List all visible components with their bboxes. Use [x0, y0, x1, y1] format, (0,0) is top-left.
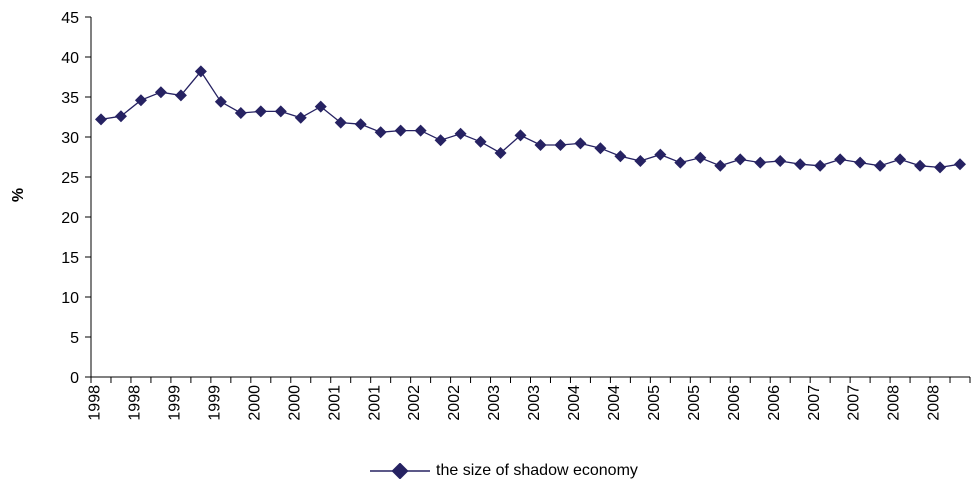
y-tick-label: 45 — [61, 10, 79, 27]
series-line — [100, 70, 961, 169]
x-tick-label: 2001 — [326, 385, 343, 421]
data-point — [94, 113, 107, 126]
data-point — [154, 86, 167, 99]
data-point — [554, 139, 567, 151]
data-point — [134, 94, 147, 107]
y-tick-label: 25 — [61, 170, 79, 187]
data-point — [914, 159, 927, 172]
x-tick-label: 2007 — [846, 385, 863, 421]
x-tick-label: 2005 — [686, 385, 703, 421]
data-point — [494, 147, 507, 159]
data-point — [714, 159, 727, 172]
data-point — [414, 124, 427, 137]
data-point — [174, 89, 187, 102]
data-point — [834, 153, 847, 166]
data-point — [654, 148, 667, 161]
data-point — [194, 65, 207, 78]
data-point — [294, 111, 307, 124]
data-point — [734, 153, 747, 166]
data-point — [114, 110, 127, 123]
x-tick-label: 2007 — [806, 385, 823, 421]
y-tick-label: 0 — [70, 370, 79, 387]
y-axis: 0 5 10 15 20 25 30 35 40 45 — [61, 10, 92, 387]
y-tick-label: 40 — [61, 50, 79, 67]
data-point — [594, 142, 607, 155]
data-point — [434, 134, 447, 147]
data-point — [794, 158, 807, 171]
y-tick-label: 15 — [61, 250, 79, 267]
data-point — [334, 116, 347, 129]
x-tick-label: 2003 — [486, 385, 503, 421]
data-point — [574, 137, 587, 150]
x-tick-label: 2004 — [606, 385, 623, 421]
data-point — [934, 161, 947, 174]
data-point — [474, 135, 487, 148]
data-point — [614, 150, 627, 163]
x-tick-label: 2006 — [726, 385, 743, 421]
x-tick-label: 2006 — [766, 385, 783, 421]
data-point — [874, 159, 887, 172]
y-tick-label: 10 — [61, 290, 79, 307]
data-point — [394, 124, 407, 137]
x-tick-label: 2001 — [366, 385, 383, 421]
data-point — [774, 155, 787, 167]
x-tick-label: 2000 — [286, 385, 303, 421]
data-point — [454, 127, 467, 140]
x-tick-label: 2002 — [446, 385, 463, 421]
x-tick-label: 2004 — [566, 385, 583, 421]
x-tick-label: 2000 — [246, 385, 263, 421]
x-tick-label: 1999 — [167, 385, 184, 421]
x-axis: 1998 1998 1999 1999 2000 2000 2001 2001 2002 2002… — [87, 376, 971, 421]
x-tick-label: 2008 — [886, 385, 903, 421]
y-tick-label: 30 — [61, 130, 79, 147]
x-tick-label: 1999 — [206, 385, 223, 421]
y-tick-label: 20 — [61, 210, 79, 227]
data-point — [274, 105, 287, 118]
data-point — [314, 100, 327, 113]
data-point — [234, 107, 247, 119]
data-point — [374, 126, 387, 139]
data-point — [534, 139, 547, 151]
data-point — [634, 155, 647, 167]
data-point — [514, 129, 527, 142]
data-point — [854, 156, 867, 169]
x-tick-label: 1998 — [127, 385, 144, 421]
data-point — [214, 95, 227, 108]
x-tick-label: 2003 — [526, 385, 543, 421]
data-point — [954, 158, 967, 171]
plot-area — [94, 65, 967, 174]
y-tick-label: 5 — [70, 330, 79, 347]
x-tick-label: 2002 — [406, 385, 423, 421]
x-tick-label: 2008 — [926, 385, 943, 421]
y-tick-label: 35 — [61, 90, 79, 107]
legend-marker-icon — [370, 463, 430, 479]
data-point — [814, 159, 827, 172]
data-point — [694, 151, 707, 164]
x-tick-label: 1998 — [87, 385, 104, 421]
data-point — [894, 153, 907, 166]
data-point — [754, 156, 767, 169]
data-point — [354, 118, 367, 131]
data-point — [674, 156, 687, 169]
x-tick-label: 2005 — [646, 385, 663, 421]
y-axis-label: % — [10, 187, 27, 203]
data-point — [254, 105, 267, 118]
legend: the size of shadow economy — [370, 461, 638, 481]
legend-label: the size of shadow economy — [436, 462, 638, 479]
